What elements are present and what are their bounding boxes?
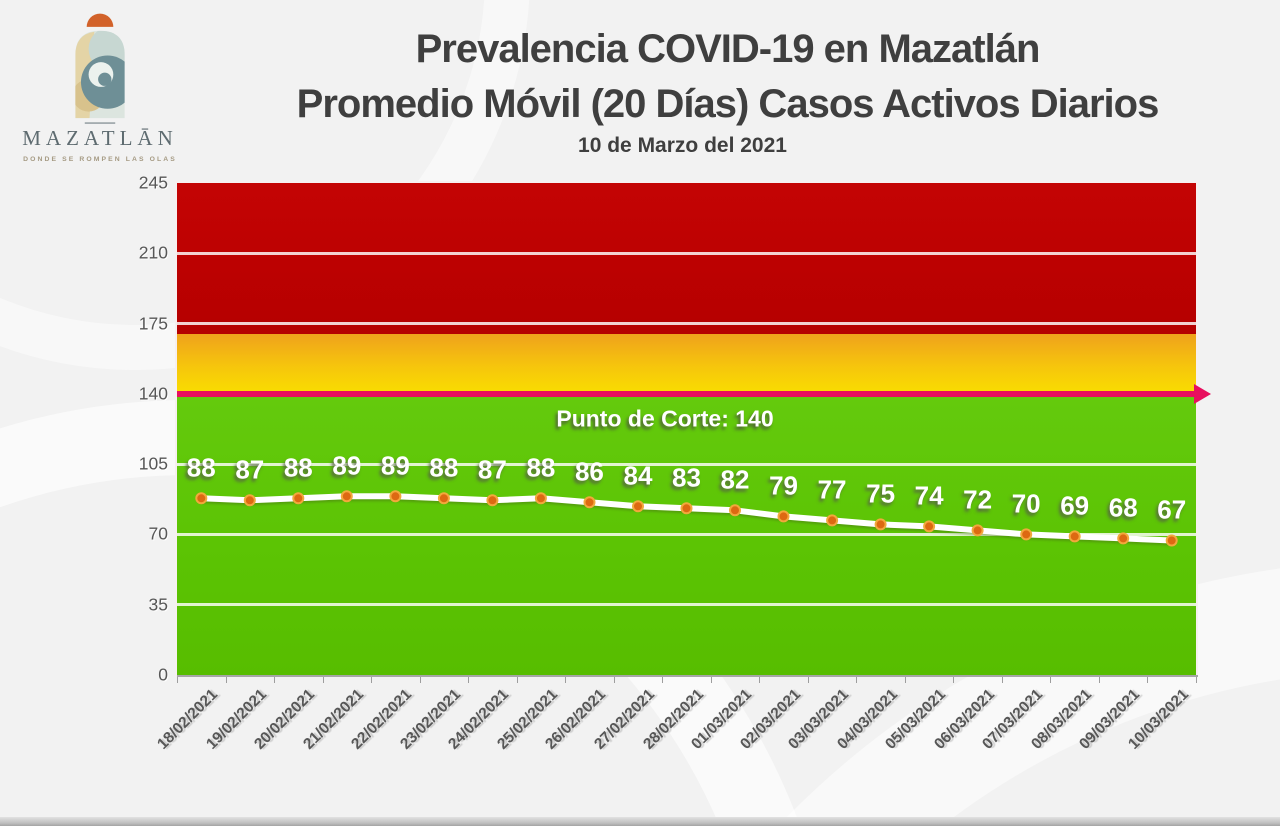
page-title: Prevalencia COVID-19 en Mazatlán bbox=[415, 27, 1041, 71]
y-axis-label-35: 35 bbox=[148, 594, 168, 615]
value-label-04/03/2021: 75 bbox=[866, 478, 896, 509]
x-axis-tick bbox=[953, 677, 955, 683]
data-point-03/03/2021 bbox=[826, 514, 839, 527]
value-label-05/03/2021: 74 bbox=[914, 480, 944, 511]
logo-brand-text: MAZATLĀN bbox=[22, 126, 178, 150]
data-point-02/03/2021 bbox=[777, 510, 790, 523]
x-axis-tick bbox=[516, 677, 518, 683]
slide-bottom-edge bbox=[0, 817, 1280, 826]
shell-logo-icon bbox=[75, 13, 125, 124]
data-point-04/03/2021 bbox=[874, 518, 887, 531]
data-point-19/02/2021 bbox=[243, 494, 256, 507]
y-axis-label-105: 105 bbox=[138, 453, 168, 474]
data-point-10/03/2021 bbox=[1165, 534, 1178, 547]
x-axis-tick bbox=[856, 677, 858, 683]
data-point-23/02/2021 bbox=[437, 492, 450, 505]
data-point-09/03/2021 bbox=[1117, 532, 1130, 545]
data-point-07/03/2021 bbox=[1020, 528, 1033, 541]
gridline-210 bbox=[177, 251, 1196, 255]
risk-band-red bbox=[177, 183, 1196, 334]
x-axis-tick bbox=[710, 677, 712, 683]
data-point-25/02/2021 bbox=[534, 492, 547, 505]
logo-sun-icon bbox=[86, 13, 114, 27]
value-label-07/03/2021: 70 bbox=[1011, 488, 1041, 519]
x-axis-tick bbox=[274, 677, 276, 683]
x-axis-tick bbox=[807, 677, 809, 683]
value-label-18/02/2021: 88 bbox=[186, 452, 216, 483]
value-label-03/03/2021: 77 bbox=[817, 474, 847, 505]
y-axis-label-245: 245 bbox=[138, 172, 168, 193]
data-point-24/02/2021 bbox=[486, 494, 499, 507]
x-axis-tick bbox=[904, 677, 906, 683]
gridline-175 bbox=[177, 322, 1196, 326]
data-point-22/02/2021 bbox=[389, 490, 402, 503]
data-point-01/03/2021 bbox=[729, 504, 741, 517]
value-label-10/03/2021: 67 bbox=[1157, 494, 1187, 525]
x-axis-tick bbox=[419, 677, 421, 683]
value-label-20/02/2021: 88 bbox=[283, 452, 313, 483]
cutoff-annotation: Punto de Corte: 140 bbox=[556, 405, 774, 432]
logo-shell-icon bbox=[75, 30, 125, 119]
gridline-70 bbox=[177, 532, 1196, 536]
x-axis-tick bbox=[759, 677, 761, 683]
x-axis-tick bbox=[1001, 677, 1003, 683]
data-point-06/03/2021 bbox=[971, 524, 984, 537]
page-subtitle: Promedio Móvil (20 Días) Casos Activos D… bbox=[296, 82, 1160, 126]
x-axis-tick bbox=[371, 677, 373, 683]
data-point-27/02/2021 bbox=[632, 500, 644, 513]
value-label-25/02/2021: 88 bbox=[526, 452, 556, 483]
x-axis-tick bbox=[1098, 677, 1100, 683]
value-label-23/02/2021: 88 bbox=[429, 452, 459, 483]
y-axis-label-140: 140 bbox=[138, 383, 168, 404]
value-label-09/03/2021: 68 bbox=[1108, 492, 1138, 523]
x-axis-tick bbox=[613, 677, 615, 683]
data-point-21/02/2021 bbox=[340, 490, 353, 503]
value-label-06/03/2021: 72 bbox=[963, 484, 993, 515]
x-axis-tick bbox=[1196, 677, 1197, 683]
value-label-08/03/2021: 69 bbox=[1060, 490, 1090, 521]
data-point-28/02/2021 bbox=[680, 502, 693, 515]
mazatlan-logo: MAZATLĀN DONDE SE ROMPEN LAS OLAS bbox=[14, 6, 186, 163]
report-date: 10 de Marzo del 2021 bbox=[578, 134, 787, 157]
x-axis-tick bbox=[177, 677, 178, 683]
y-axis-label-175: 175 bbox=[138, 313, 168, 334]
y-axis-label-70: 70 bbox=[148, 523, 168, 544]
value-label-28/02/2021: 83 bbox=[672, 462, 701, 493]
x-axis-tick bbox=[1147, 677, 1149, 683]
x-axis-line bbox=[177, 675, 1198, 677]
value-label-21/02/2021: 89 bbox=[332, 450, 362, 481]
value-label-01/03/2021: 82 bbox=[720, 464, 750, 495]
x-axis-tick bbox=[565, 677, 567, 683]
x-axis-tick bbox=[1050, 677, 1052, 683]
y-axis-label-210: 210 bbox=[138, 242, 168, 263]
value-label-02/03/2021: 79 bbox=[769, 470, 799, 501]
data-point-05/03/2021 bbox=[923, 520, 936, 533]
x-axis-tick bbox=[322, 677, 324, 683]
data-point-26/02/2021 bbox=[583, 496, 596, 509]
data-point-20/02/2021 bbox=[292, 492, 305, 505]
data-point-08/03/2021 bbox=[1068, 530, 1081, 543]
data-point-18/02/2021 bbox=[195, 492, 208, 505]
y-axis-label-0: 0 bbox=[158, 664, 168, 685]
value-label-24/02/2021: 87 bbox=[477, 454, 507, 485]
chart-header: Prevalencia COVID-19 en Mazatlán Promedi… bbox=[195, 22, 1260, 158]
logo-tagline-text: DONDE SE ROMPEN LAS OLAS bbox=[23, 156, 177, 163]
x-axis-tick bbox=[662, 677, 664, 683]
value-label-22/02/2021: 89 bbox=[380, 450, 410, 481]
value-label-26/02/2021: 86 bbox=[574, 456, 604, 487]
cutoff-line bbox=[177, 383, 1211, 404]
value-label-19/02/2021: 87 bbox=[235, 454, 265, 485]
x-axis-tick bbox=[468, 677, 470, 683]
x-axis-tick bbox=[225, 677, 227, 683]
risk-band-yellow bbox=[177, 333, 1196, 394]
value-label-27/02/2021: 84 bbox=[623, 460, 653, 491]
